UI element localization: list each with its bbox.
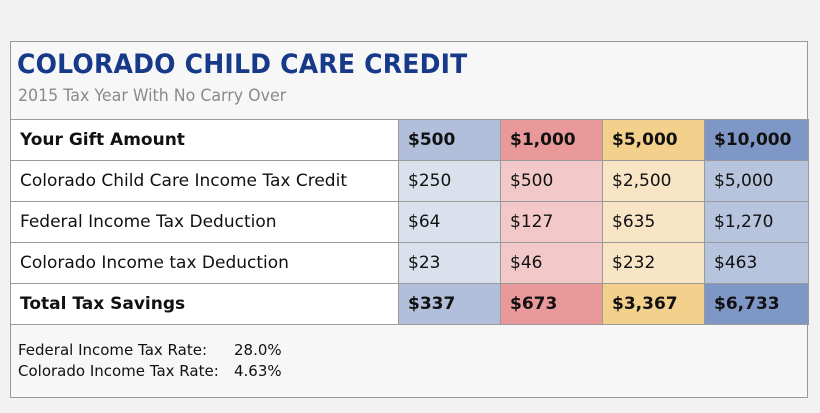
total-row: Total Tax Savings $337 $673 $3,367 $6,73…	[10, 283, 809, 325]
table-cell: $2,500	[602, 160, 705, 202]
federal-rate-row: Federal Income Tax Rate: 28.0%	[18, 340, 282, 361]
page-subtitle: 2015 Tax Year With No Carry Over	[18, 86, 287, 106]
tax-rate-notes: Federal Income Tax Rate: 28.0% Colorado …	[18, 340, 282, 382]
federal-rate-value: 28.0%	[234, 341, 282, 359]
page-title: COLORADO CHILD CARE CREDIT	[17, 49, 468, 80]
total-cell: $673	[500, 283, 603, 325]
row-label: Colorado Income tax Deduction	[10, 242, 399, 284]
table-row: Colorado Income tax Deduction $23 $46 $2…	[10, 242, 809, 284]
table-cell: $46	[500, 242, 603, 284]
table-cell: $5,000	[704, 160, 809, 202]
total-label: Total Tax Savings	[10, 283, 399, 325]
gift-amount-label: Your Gift Amount	[10, 119, 399, 161]
table-row: Colorado Child Care Income Tax Credit $2…	[10, 160, 809, 202]
row-label: Colorado Child Care Income Tax Credit	[10, 160, 399, 202]
gift-amount-10000: $10,000	[704, 119, 809, 161]
table-cell: $127	[500, 201, 603, 243]
table-row: Federal Income Tax Deduction $64 $127 $6…	[10, 201, 809, 243]
table-cell: $232	[602, 242, 705, 284]
gift-amount-5000: $5,000	[602, 119, 705, 161]
colorado-rate-value: 4.63%	[234, 362, 282, 380]
table-cell: $1,270	[704, 201, 809, 243]
federal-rate-label: Federal Income Tax Rate:	[18, 341, 208, 359]
colorado-rate-row: Colorado Income Tax Rate: 4.63%	[18, 361, 282, 382]
total-cell: $337	[398, 283, 501, 325]
table-header-row: Your Gift Amount $500 $1,000 $5,000 $10,…	[10, 119, 809, 161]
credit-table: Your Gift Amount $500 $1,000 $5,000 $10,…	[10, 119, 809, 325]
table-cell: $463	[704, 242, 809, 284]
table-cell: $635	[602, 201, 705, 243]
table-cell: $64	[398, 201, 501, 243]
gift-amount-1000: $1,000	[500, 119, 603, 161]
gift-amount-500: $500	[398, 119, 501, 161]
table-cell: $23	[398, 242, 501, 284]
table-cell: $500	[500, 160, 603, 202]
colorado-rate-label: Colorado Income Tax Rate:	[18, 362, 219, 380]
total-cell: $3,367	[602, 283, 705, 325]
row-label: Federal Income Tax Deduction	[10, 201, 399, 243]
total-cell: $6,733	[704, 283, 809, 325]
table-cell: $250	[398, 160, 501, 202]
